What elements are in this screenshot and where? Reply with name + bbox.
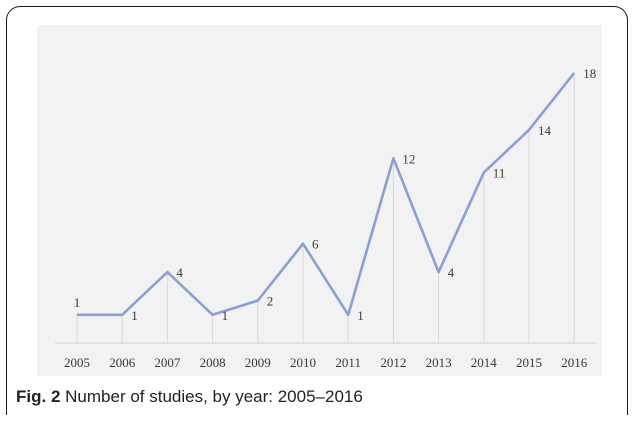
data-label-2015: 14	[538, 123, 552, 138]
x-tick-label-2012: 2012	[380, 355, 406, 370]
x-tick-label-2016: 2016	[561, 355, 588, 370]
figure-caption-text: Number of studies, by year: 2005–2016	[65, 387, 363, 406]
x-tick-label-2008: 2008	[200, 355, 226, 370]
x-tick-label-2006: 2006	[109, 355, 136, 370]
data-label-2013: 4	[448, 265, 455, 280]
x-tick-label-2013: 2013	[426, 355, 452, 370]
data-label-2014: 11	[493, 166, 506, 181]
x-tick-label-2014: 2014	[471, 355, 498, 370]
x-tick-label-2010: 2010	[290, 355, 316, 370]
data-label-2016: 18	[583, 66, 596, 81]
drop-lines	[76, 73, 575, 343]
x-tick-label-2005: 2005	[64, 355, 90, 370]
figure-number: Fig. 2	[16, 387, 61, 406]
data-label-2007: 4	[176, 265, 183, 280]
x-tick-label-2007: 2007	[154, 355, 181, 370]
data-label-2011: 1	[357, 308, 364, 323]
series-line	[77, 72, 576, 317]
x-tick-labels: 2005 2006 2007 2008 2009 2010 2011 2012 2013 2014…	[64, 355, 588, 370]
plot-background	[37, 25, 602, 376]
data-label-2009: 2	[267, 294, 274, 309]
data-label-2012: 12	[402, 151, 415, 166]
data-label-2008: 1	[222, 308, 229, 323]
x-tick-label-2011: 2011	[335, 355, 361, 370]
data-label-2010: 6	[312, 237, 319, 252]
x-tick-label-2009: 2009	[245, 355, 271, 370]
x-tick-label-2015: 2015	[516, 355, 542, 370]
data-label-2006: 1	[131, 308, 138, 323]
figure-frame	[6, 6, 628, 415]
figure-caption: Fig. 2 Number of studies, by year: 2005–…	[16, 387, 363, 407]
data-label-2005: 1	[74, 295, 81, 310]
